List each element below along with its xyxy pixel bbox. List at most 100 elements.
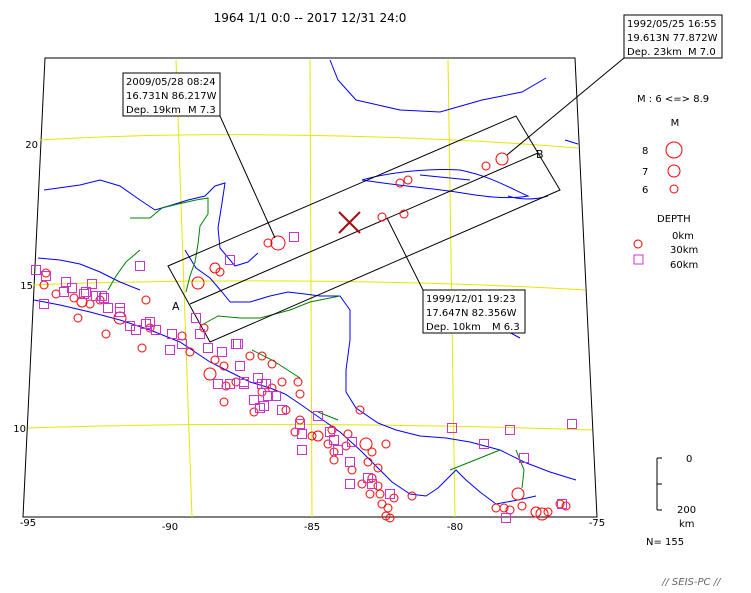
- quake-square: [557, 499, 567, 509]
- legend-mag-6-circle: [669, 184, 679, 194]
- callout-2009: 2009/05/28 08:24 16.731N 86.217W Dep. 19…: [122, 72, 276, 239]
- seis-pc-logo: // SEIS-PC //: [661, 577, 722, 588]
- quake-circle: [383, 503, 393, 513]
- depth-scale-unit: km: [679, 519, 695, 530]
- quake-circle: [327, 425, 337, 435]
- quake-circle: [69, 293, 79, 303]
- callout-1992-coord: 19.613N 77.872W: [627, 33, 718, 44]
- legend-depth-30: 30km: [670, 245, 698, 256]
- quake-square: [347, 437, 357, 447]
- callout-1992: 1992/05/25 16:55 19.613N 77.872W Dep. 23…: [506, 14, 723, 156]
- legend-mag-title: M: [671, 118, 680, 129]
- legend-mag-8-circle: [665, 141, 683, 159]
- quake-square: [81, 287, 91, 297]
- quake-circle: [373, 463, 383, 473]
- quake-circle: [307, 431, 317, 441]
- quake-circle: [219, 397, 229, 407]
- quake-circle: [270, 235, 286, 251]
- quake-square: [277, 405, 287, 415]
- legend-mag-7: 7: [642, 167, 648, 178]
- callout-1992-dep: Dep. 23km: [627, 47, 682, 58]
- quake-circle: [543, 507, 553, 517]
- quake-square: [385, 489, 395, 499]
- quake-square: [31, 265, 41, 275]
- quake-circle: [375, 489, 385, 499]
- quake-square: [131, 325, 141, 335]
- quake-circle: [210, 355, 220, 365]
- x-tick-95: -95: [20, 518, 36, 529]
- quake-circle: [530, 506, 542, 518]
- quake-circle: [137, 343, 147, 353]
- quake-square: [59, 287, 69, 297]
- x-tick-80: -80: [447, 522, 463, 533]
- quake-square: [501, 513, 511, 523]
- callout-1999-date: 1999/12/01 19:23: [426, 294, 516, 305]
- callout-1999-dep: Dep. 10km: [426, 322, 481, 333]
- quake-square: [367, 479, 377, 489]
- callout-1999-mag: M 6.3: [492, 322, 520, 333]
- quake-circle: [407, 491, 417, 501]
- quake-square: [249, 395, 259, 405]
- quake-circle: [511, 487, 525, 501]
- legend-mag-6: 6: [642, 185, 648, 196]
- quake-circle: [357, 479, 367, 489]
- legend-depth-title: DEPTH: [657, 214, 691, 225]
- quake-square: [297, 429, 307, 439]
- quake-circle: [373, 481, 383, 491]
- quake-square: [103, 303, 113, 313]
- legend-depth-60-square: [633, 254, 644, 265]
- quake-square: [447, 423, 457, 433]
- x-tick-90: -90: [162, 522, 178, 533]
- quake-square: [97, 291, 107, 301]
- y-tick-20: 20: [25, 140, 38, 151]
- quake-square: [91, 291, 101, 301]
- quake-square: [233, 339, 243, 349]
- quake-square: [39, 299, 49, 309]
- quake-square: [345, 457, 355, 467]
- quake-circle: [517, 501, 527, 511]
- quake-circle: [377, 212, 387, 222]
- depth-scale: [656, 457, 662, 511]
- quake-square: [135, 261, 145, 271]
- quake-square: [313, 411, 323, 421]
- callout-1992-date: 1992/05/25 16:55: [627, 19, 717, 30]
- quake-square: [145, 317, 155, 327]
- quake-square: [235, 361, 245, 371]
- legend-depth-0: 0km: [672, 231, 694, 242]
- quake-circle: [277, 377, 287, 387]
- legend-depth-60: 60km: [670, 260, 698, 271]
- quake-circle: [395, 178, 405, 188]
- quake-circle: [535, 507, 549, 521]
- quake-square: [329, 435, 339, 445]
- quake-square: [239, 377, 249, 387]
- quake-circle: [263, 238, 273, 248]
- quake-square: [295, 419, 305, 429]
- callout-1999-coord: 17.647N 82.356W: [426, 308, 517, 319]
- quake-square: [261, 379, 271, 389]
- quake-circle: [363, 457, 373, 467]
- quake-circle: [347, 465, 357, 475]
- event-count: N= 155: [646, 537, 684, 548]
- quake-circle: [399, 209, 409, 219]
- callout-2009-coord: 16.731N 86.217W: [126, 91, 217, 102]
- quake-circle: [359, 437, 373, 451]
- callout-2009-dep: Dep. 19km: [126, 105, 181, 116]
- quake-circle: [219, 361, 229, 371]
- legend-mag-8: 8: [642, 146, 648, 157]
- y-tick-15: 15: [20, 281, 33, 292]
- quake-circle: [257, 351, 267, 361]
- quake-circle: [403, 175, 413, 185]
- quake-square: [225, 379, 235, 389]
- quake-square: [217, 347, 227, 357]
- quake-square: [259, 401, 269, 411]
- quake-square: [61, 277, 71, 287]
- legend-mag-range: M : 6 <=> 8.9: [637, 94, 709, 105]
- quake-square: [191, 313, 201, 323]
- x-tick-85: -85: [304, 522, 320, 533]
- quake-circle: [177, 331, 187, 341]
- quake-square: [479, 439, 489, 449]
- quake-square: [505, 425, 515, 435]
- quake-square: [213, 379, 223, 389]
- quake-square: [297, 445, 307, 455]
- quake-circle: [385, 513, 395, 523]
